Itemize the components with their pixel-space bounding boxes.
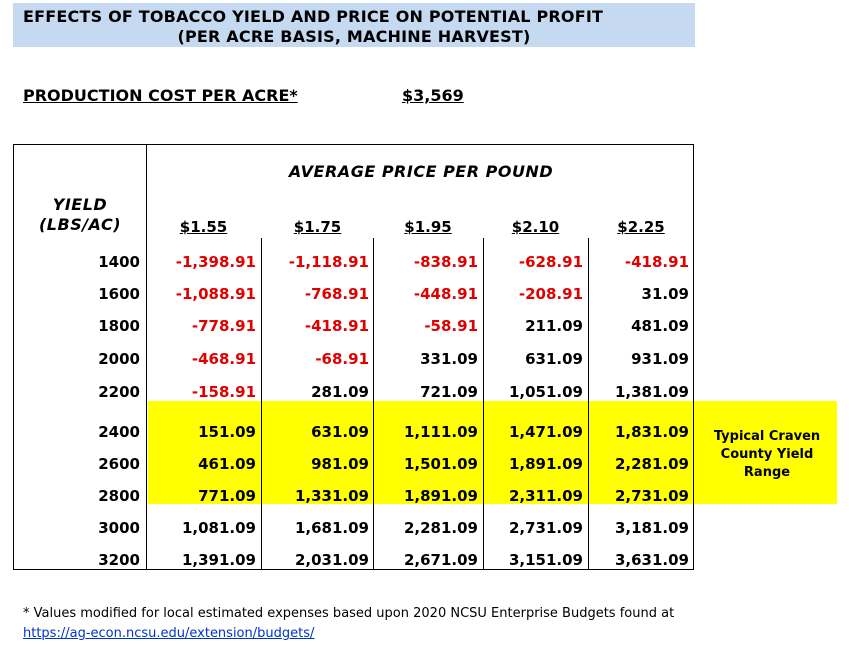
profit-cell: 31.09: [641, 285, 689, 303]
column-divider: [588, 238, 589, 570]
price-column-header: $1.75: [293, 218, 342, 236]
profit-cell: -158.91: [191, 383, 256, 401]
column-divider: [483, 238, 484, 570]
profit-cell: -1,118.91: [288, 253, 369, 271]
profit-cell: 1,501.09: [403, 455, 478, 473]
profit-cell: 631.09: [311, 423, 369, 441]
yield-value: 2800: [98, 487, 140, 505]
profit-cell: 281.09: [311, 383, 369, 401]
profit-cell: 3,151.09: [508, 551, 583, 569]
profit-cell: 1,891.09: [403, 487, 478, 505]
profit-cell: -768.91: [304, 285, 369, 303]
profit-cell: 771.09: [198, 487, 256, 505]
profit-cell: 2,671.09: [403, 551, 478, 569]
profit-cell: -838.91: [413, 253, 478, 271]
yield-range-note-line: Range: [743, 465, 791, 480]
profit-cell: 2,031.09: [294, 551, 369, 569]
profit-cell: 211.09: [525, 317, 583, 335]
profit-cell: -208.91: [518, 285, 583, 303]
profit-cell: 1,391.09: [181, 551, 256, 569]
yield-range-highlight: [148, 401, 837, 504]
profit-cell: -448.91: [413, 285, 478, 303]
yield-column-divider: [146, 144, 147, 570]
profit-cell: 2,281.09: [403, 519, 478, 537]
profit-cell: 1,381.09: [614, 383, 689, 401]
profit-cell: 1,081.09: [181, 519, 256, 537]
profit-cell: 1,891.09: [508, 455, 583, 473]
profit-cell: 3,631.09: [614, 551, 689, 569]
profit-table: [13, 144, 694, 570]
profit-cell: -1,088.91: [175, 285, 256, 303]
yield-value: 3000: [98, 519, 140, 537]
profit-cell: -68.91: [315, 350, 369, 368]
price-column-header: $1.55: [179, 218, 228, 236]
budgets-link[interactable]: https://ag-econ.ncsu.edu/extension/budge…: [23, 626, 315, 641]
profit-cell: 151.09: [198, 423, 256, 441]
title-banner: EFFECTS OF TOBACCO YIELD AND PRICE ON PO…: [13, 3, 695, 47]
profit-cell: 2,281.09: [614, 455, 689, 473]
yield-value: 2400: [98, 423, 140, 441]
yield-range-note-line: County Yield: [720, 447, 814, 462]
profit-cell: 1,831.09: [614, 423, 689, 441]
production-cost-label: PRODUCTION COST PER ACRE*: [23, 86, 298, 105]
profit-cell: 931.09: [631, 350, 689, 368]
profit-cell: 1,681.09: [294, 519, 369, 537]
profit-cell: 3,181.09: [614, 519, 689, 537]
profit-cell: 1,111.09: [403, 423, 478, 441]
profit-cell: 1,471.09: [508, 423, 583, 441]
yield-value: 1800: [98, 317, 140, 335]
yield-value: 2200: [98, 383, 140, 401]
profit-cell: 631.09: [525, 350, 583, 368]
profit-cell: 1,051.09: [508, 383, 583, 401]
profit-cell: -628.91: [518, 253, 583, 271]
yield-range-note: Typical Craven County Yield Range: [697, 428, 837, 482]
yield-header: YIELD: [52, 195, 108, 214]
profit-cell: 461.09: [198, 455, 256, 473]
yield-value: 2600: [98, 455, 140, 473]
profit-cell: 2,731.09: [508, 519, 583, 537]
footnote: * Values modified for local estimated ex…: [23, 606, 675, 621]
profit-cell: -418.91: [304, 317, 369, 335]
profit-cell: -468.91: [191, 350, 256, 368]
yield-range-note-line: Typical Craven: [713, 429, 821, 444]
price-header: AVERAGE PRICE PER POUND: [288, 162, 554, 181]
profit-cell: 481.09: [631, 317, 689, 335]
yield-value: 3200: [98, 551, 140, 569]
yield-value: 1400: [98, 253, 140, 271]
profit-cell: 1,331.09: [294, 487, 369, 505]
price-column-header: $1.95: [404, 218, 452, 236]
profit-cell: -778.91: [191, 317, 256, 335]
title-line-1: EFFECTS OF TOBACCO YIELD AND PRICE ON PO…: [23, 7, 604, 26]
profit-cell: 981.09: [311, 455, 369, 473]
yield-value: 2000: [98, 350, 140, 368]
title-line-2: (PER ACRE BASIS, MACHINE HARVEST): [177, 27, 531, 46]
column-divider: [261, 238, 262, 570]
price-column-header: $2.25: [617, 218, 665, 236]
yield-unit-header: (LBS/AC): [38, 215, 121, 234]
column-divider: [373, 238, 374, 570]
profit-cell: 2,311.09: [508, 487, 583, 505]
price-column-header: $2.10: [511, 218, 560, 236]
production-cost-value: $3,569: [402, 86, 464, 105]
profit-cell: 2,731.09: [614, 487, 689, 505]
profit-cell: -58.91: [424, 317, 478, 335]
yield-value: 1600: [98, 285, 140, 303]
profit-cell: 331.09: [420, 350, 478, 368]
profit-cell: -1,398.91: [175, 253, 256, 271]
profit-cell: 721.09: [420, 383, 478, 401]
profit-cell: -418.91: [624, 253, 689, 271]
